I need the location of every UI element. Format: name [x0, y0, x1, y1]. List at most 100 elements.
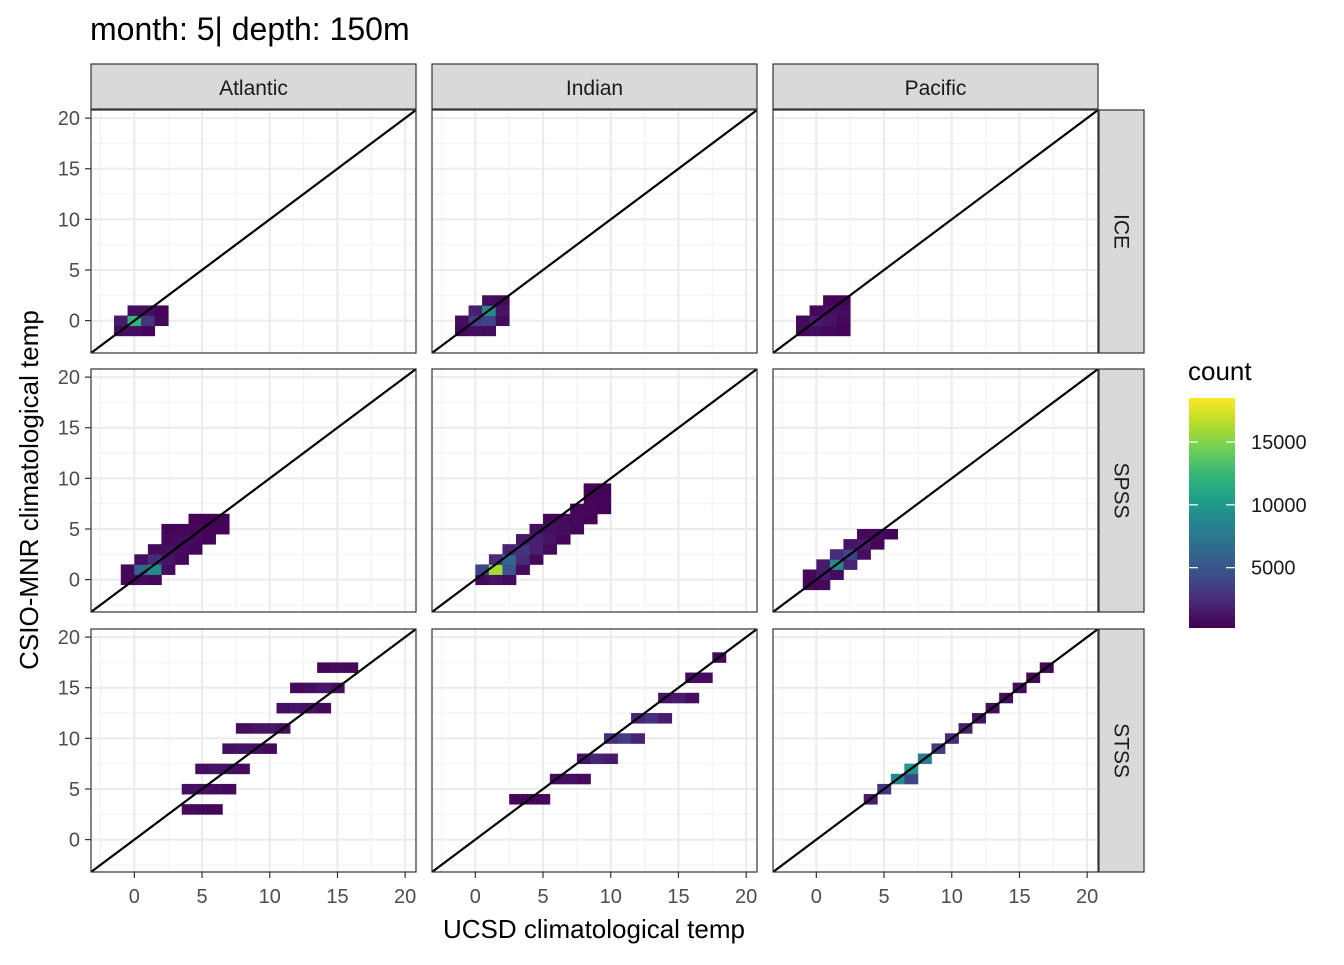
- heatmap-bin: [195, 804, 210, 815]
- facet-strip-box: [1098, 368, 1145, 613]
- heatmap-bin: [543, 523, 557, 535]
- heatmap-bin: [208, 783, 223, 795]
- heatmap-bin: [809, 325, 824, 337]
- heatmap-bin: [174, 523, 189, 535]
- heatmap-bin: [509, 794, 524, 805]
- heatmap-bin: [154, 305, 169, 316]
- heatmap-bin: [141, 315, 156, 327]
- y-tick-label: 0: [69, 311, 80, 333]
- heatmap-bin: [515, 554, 530, 565]
- identity-line: [91, 629, 416, 872]
- heatmap-bins: [120, 513, 230, 586]
- heatmap-bin: [482, 325, 497, 337]
- heatmap-bin: [556, 534, 571, 545]
- y-axis-label: CSIO-MNR climatological temp: [14, 310, 44, 670]
- heatmap-bin: [583, 513, 598, 525]
- panels-layer: Atlantic Indian Pacific ICE SPSS STSS 0 5 10 15 20…: [58, 63, 1145, 908]
- legend: count 5000 10000 15000: [1188, 356, 1307, 628]
- heatmap-bin: [870, 539, 885, 550]
- x-tick-label: 15: [326, 886, 348, 908]
- panel-atlantic-ice: 0 5 10 15 20: [58, 108, 417, 354]
- heatmap-bin: [543, 513, 557, 525]
- heatmap-bin: [249, 723, 264, 734]
- heatmap-bin: [317, 662, 332, 673]
- heatmap-bin: [597, 493, 612, 505]
- heatmap-bin: [543, 544, 557, 555]
- heatmap-bin: [161, 523, 176, 535]
- heatmap-bin: [317, 702, 332, 714]
- panel-grid: [91, 110, 416, 353]
- identity-line: [432, 369, 757, 612]
- y-axis-spss: 0 5 10 15 20: [58, 367, 91, 592]
- heatmap-bin: [884, 528, 898, 540]
- y-tick-label: 15: [58, 418, 80, 440]
- legend-tick-label: 15000: [1251, 432, 1307, 454]
- heatmap-bin: [161, 554, 176, 565]
- panel-border: [431, 368, 758, 613]
- heatmap-bin: [188, 523, 203, 535]
- heatmap-bin: [529, 534, 544, 545]
- heatmap-bin: [222, 743, 237, 754]
- heatmap-bin: [631, 733, 646, 744]
- heatmap-bin: [120, 574, 135, 586]
- heatmap-bin: [796, 315, 810, 327]
- heatmap-bin: [570, 503, 585, 515]
- heatmap-bin: [174, 554, 189, 565]
- panel-indian-ice: [431, 109, 758, 354]
- facet-strip-atlantic: Atlantic: [90, 63, 417, 110]
- heatmap-bin: [147, 564, 162, 575]
- facet-strip-label: Pacific: [905, 77, 967, 100]
- x-tick-label: 5: [196, 886, 207, 908]
- facet-strip-label: Indian: [566, 77, 623, 100]
- heatmap-bin: [161, 544, 176, 555]
- heatmap-bin: [127, 325, 142, 337]
- heatmap-bin: [215, 513, 230, 525]
- panel-indian-stss: 0 5 10 15 20: [431, 628, 758, 908]
- heatmap-bin: [235, 743, 250, 754]
- panel-border: [90, 368, 417, 613]
- heatmap-bin: [482, 295, 497, 306]
- heatmap-bin: [276, 702, 291, 714]
- heatmap-bin: [127, 305, 142, 316]
- heatmap-bin: [468, 305, 483, 316]
- heatmap-bin: [222, 783, 237, 795]
- heatmap-bin: [488, 554, 503, 565]
- heatmap-bin: [482, 315, 497, 327]
- heatmap-bin: [829, 549, 844, 560]
- heatmap-bin: [188, 544, 203, 555]
- heatmap-bin: [856, 528, 871, 540]
- heatmap-bin: [120, 564, 135, 575]
- heatmap-bin: [904, 773, 919, 785]
- identity-line: [432, 629, 757, 872]
- x-tick-label: 0: [811, 886, 822, 908]
- facet-strip-label: STSS: [1110, 723, 1133, 778]
- heatmap-bin: [515, 544, 530, 555]
- heatmap-bin: [468, 325, 483, 337]
- x-tick-label: 20: [394, 886, 416, 908]
- heatmap-bin: [134, 564, 149, 575]
- heatmap-bin: [147, 554, 162, 565]
- x-axis-indian: 0 5 10 15 20: [470, 872, 757, 908]
- heatmap-bin: [161, 534, 176, 545]
- panel-border: [431, 109, 758, 354]
- heatmap-bin: [181, 783, 196, 795]
- heatmap-bin: [154, 315, 169, 327]
- panel-grid: [432, 369, 757, 612]
- heatmap-bin: [685, 692, 700, 704]
- heatmap-bin: [823, 315, 838, 327]
- panel-pacific-ice: [772, 109, 1099, 354]
- heatmap-bin: [809, 305, 824, 316]
- heatmap-bin: [583, 493, 598, 505]
- heatmap-bin: [658, 713, 673, 724]
- heatmap-bin: [529, 523, 544, 535]
- heatmap-bin: [488, 574, 503, 586]
- y-tick-label: 10: [58, 468, 80, 490]
- heatmap-bin: [161, 564, 176, 575]
- heatmap-bin: [515, 564, 530, 575]
- x-tick-label: 10: [941, 886, 963, 908]
- heatmap-bin: [856, 549, 871, 560]
- heatmap-bin: [556, 513, 571, 525]
- x-tick-label: 10: [600, 886, 622, 908]
- heatmap-bins: [475, 483, 612, 586]
- heatmap-bin: [671, 692, 686, 704]
